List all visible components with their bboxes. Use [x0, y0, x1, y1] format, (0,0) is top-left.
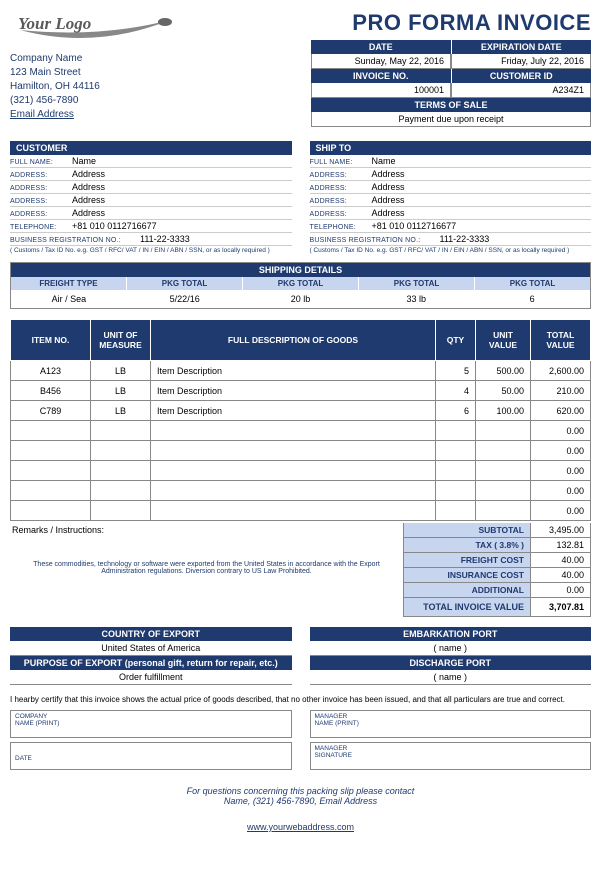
purpose-export-value: Order fulfillment	[10, 670, 292, 685]
customer-section: CUSTOMER FULL NAME:Name ADDRESS:Address …	[10, 141, 292, 254]
total-label: INSURANCE COST	[403, 568, 531, 583]
totals-box: SUBTOTAL3,495.00TAX ( 3.8% )132.81FREIGH…	[403, 523, 591, 617]
total-value: 132.81	[531, 538, 591, 553]
customer-biz: 111-22-3333	[140, 234, 292, 244]
shipping-col-value: Air / Sea	[11, 290, 127, 308]
company-block: Company Name 123 Main Street Hamilton, O…	[10, 52, 170, 122]
embark-port-label: EMBARKATION PORT	[310, 627, 592, 641]
invoice-title: PRO FORMA INVOICE	[311, 10, 591, 36]
country-export-label: COUNTRY OF EXPORT	[10, 627, 292, 641]
total-label: ADDITIONAL	[403, 583, 531, 598]
sig-date-box: DATE	[10, 742, 292, 770]
company-street: 123 Main Street	[10, 66, 170, 80]
footer-url[interactable]: www.yourwebaddress.com	[247, 822, 354, 832]
company-email[interactable]: Email Address	[10, 109, 74, 120]
table-row: C789LBItem Description6100.00620.00	[11, 401, 591, 421]
shipping-col-value: 5/22/16	[127, 290, 243, 308]
discharge-port-label: DISCHARGE PORT	[310, 656, 592, 670]
sig-manager-signature-box: MANAGER SIGNATURE	[310, 742, 592, 770]
customer-id-label: CUSTOMER ID	[452, 69, 592, 83]
company-city: Hamilton, OH 44116	[10, 80, 170, 94]
footer-link: www.yourwebaddress.com	[10, 816, 591, 832]
total-label: FREIGHT COST	[403, 553, 531, 568]
logo-text: Your Logo	[10, 10, 170, 34]
shipping-col-header: PKG TOTAL	[475, 277, 590, 290]
table-row: 0.00	[11, 481, 591, 501]
shipping-title: SHIPPING DETAILS	[11, 263, 590, 277]
grand-total-value: 3,707.81	[531, 598, 591, 617]
grand-total-label: TOTAL INVOICE VALUE	[403, 598, 531, 617]
invoice-no-label: INVOICE NO.	[311, 69, 452, 83]
customer-header: CUSTOMER	[10, 141, 292, 155]
shipto-section: SHIP TO FULL NAME:Name ADDRESS:Address A…	[310, 141, 592, 254]
shipping-col-header: PKG TOTAL	[127, 277, 243, 290]
customer-tel: +81 010 0112716677	[72, 221, 292, 231]
company-name: Company Name	[10, 52, 170, 66]
sig-company-box: COMPANY NAME (PRINT)	[10, 710, 292, 738]
shipping-details: SHIPPING DETAILS FREIGHT TYPEPKG TOTALPK…	[10, 262, 591, 309]
shipping-col-header: PKG TOTAL	[359, 277, 475, 290]
expiration-label: EXPIRATION DATE	[452, 40, 592, 54]
customer-name: Name	[72, 156, 292, 166]
discharge-port-value: ( name )	[310, 670, 592, 685]
shipping-col-header: PKG TOTAL	[243, 277, 359, 290]
footer-contact: For questions concerning this packing sl…	[10, 786, 591, 806]
shipping-col-header: FREIGHT TYPE	[11, 277, 127, 290]
total-value: 40.00	[531, 553, 591, 568]
table-row: 0.00	[11, 421, 591, 441]
customer-id-value: A234Z1	[451, 83, 591, 98]
table-row: A123LBItem Description5500.002,600.00	[11, 361, 591, 381]
sig-manager-name-box: MANAGER NAME (PRINT)	[310, 710, 592, 738]
remarks-label: Remarks / Instructions:	[12, 525, 401, 535]
total-label: SUBTOTAL	[403, 523, 531, 538]
embark-port-value: ( name )	[310, 641, 592, 656]
total-value: 40.00	[531, 568, 591, 583]
terms-value: Payment due upon receipt	[311, 112, 591, 127]
date-value: Sunday, May 22, 2016	[311, 54, 451, 69]
country-export-value: United States of America	[10, 641, 292, 656]
total-value: 0.00	[531, 583, 591, 598]
shipto-header: SHIP TO	[310, 141, 592, 155]
expiration-value: Friday, July 22, 2016	[451, 54, 591, 69]
date-label: DATE	[311, 40, 452, 54]
terms-label: TERMS OF SALE	[311, 98, 591, 112]
table-row: 0.00	[11, 441, 591, 461]
customer-note: ( Customs / Tax ID No. e.g. GST / RFC/ V…	[10, 247, 292, 254]
total-value: 3,495.00	[531, 523, 591, 538]
table-row: 0.00	[11, 461, 591, 481]
company-phone: (321) 456-7890	[10, 94, 170, 108]
shipping-col-value: 20 lb	[243, 290, 359, 308]
shipping-col-value: 6	[474, 290, 590, 308]
total-label: TAX ( 3.8% )	[403, 538, 531, 553]
export-disclaimer: These commodities, technology or softwar…	[12, 561, 401, 575]
invoice-no-value: 100001	[311, 83, 451, 98]
table-row: 0.00	[11, 501, 591, 521]
items-table: ITEM NO. UNIT OF MEASURE FULL DESCRIPTIO…	[10, 319, 591, 521]
table-row: B456LBItem Description450.00210.00	[11, 381, 591, 401]
logo: Your Logo	[10, 10, 170, 50]
shipping-col-value: 33 lb	[358, 290, 474, 308]
purpose-export-label: PURPOSE OF EXPORT (personal gift, return…	[10, 656, 292, 670]
certify-text: I hearby certify that this invoice shows…	[10, 695, 591, 704]
